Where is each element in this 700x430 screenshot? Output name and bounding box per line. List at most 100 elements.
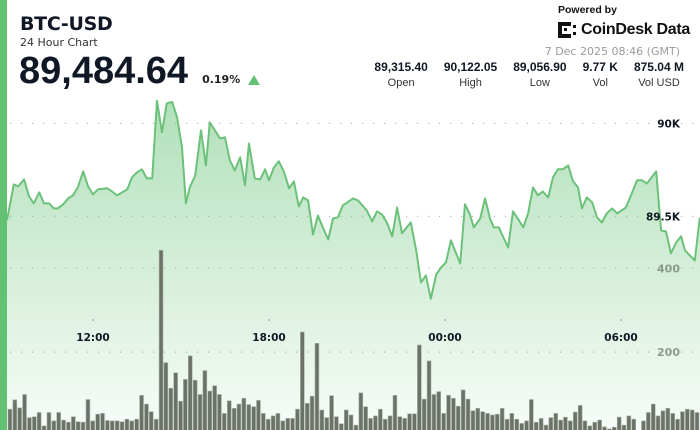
volume-bar	[602, 426, 607, 430]
volume-bar	[368, 418, 373, 430]
volume-bar	[655, 415, 661, 430]
stat-open: 89,315.40 Open	[374, 60, 427, 89]
coindesk-logo-icon	[558, 22, 576, 38]
stat-value: 875.04 M	[633, 60, 684, 74]
current-price: 89,484.64	[19, 50, 189, 92]
volume-bar	[85, 399, 91, 430]
volume-bar	[329, 395, 334, 430]
volume-bar	[261, 413, 266, 430]
volume-bar	[334, 416, 339, 430]
volume-bar	[475, 407, 480, 430]
volume-bar	[490, 414, 495, 430]
volume-bar	[149, 411, 154, 430]
volume-bar	[183, 379, 188, 430]
volume-bar	[236, 403, 242, 430]
powered-by-label: Powered by	[558, 4, 617, 16]
volume-bar	[309, 395, 315, 430]
volume-bar	[231, 407, 237, 430]
volume-bar	[222, 413, 227, 430]
volume-bar	[246, 404, 252, 430]
price-area-fill	[6, 100, 700, 430]
volume-bar	[572, 411, 578, 430]
volume-bar	[168, 387, 174, 430]
stat-label: High	[459, 77, 482, 89]
volume-bar	[295, 408, 300, 430]
volume-bar	[641, 420, 646, 430]
volume-bar	[90, 420, 96, 430]
accent-bar	[0, 0, 7, 430]
volume-bar	[290, 418, 295, 430]
volume-bar	[158, 250, 164, 430]
volume-bar	[529, 399, 534, 430]
volume-bar	[392, 394, 398, 430]
volume-bar	[134, 418, 139, 430]
volume-bar	[343, 409, 349, 430]
volume-bar	[597, 419, 602, 430]
stat-label: Low	[529, 77, 550, 89]
price-change: 0.19%	[202, 73, 241, 86]
volume-bar	[446, 394, 451, 430]
volume-bar	[197, 394, 203, 430]
volume-bar	[485, 413, 490, 430]
volume-bar	[646, 412, 651, 430]
up-arrow-icon	[248, 75, 261, 85]
volume-bar	[280, 420, 286, 430]
volume-bar	[324, 417, 329, 430]
volume-bar	[621, 424, 627, 430]
volume-bar	[66, 421, 71, 430]
stat-value: 89,315.40	[374, 60, 428, 74]
volume-bar	[100, 413, 105, 430]
volume-bar	[241, 397, 247, 430]
volume-bar	[451, 397, 456, 430]
volume-bar	[378, 408, 383, 430]
volume-bar	[17, 407, 22, 430]
volume-bar	[611, 426, 617, 430]
volume-bar	[373, 415, 378, 430]
volume-axis-label: 200	[657, 346, 680, 359]
time-axis-label: 18:00	[252, 332, 285, 344]
volume-bar	[56, 412, 61, 430]
volume-bar	[304, 402, 310, 430]
volume-bar	[417, 344, 422, 430]
stat-value: 90,122.05	[443, 60, 498, 74]
volume-bar	[265, 418, 271, 430]
volume-bar	[694, 412, 700, 430]
logo-text: CoinDesk Data	[581, 21, 691, 38]
volume-bar	[314, 342, 320, 430]
volume-bar	[212, 385, 217, 430]
volume-bar	[660, 410, 666, 430]
volume-bar	[139, 394, 144, 430]
volume-bar	[412, 413, 417, 430]
stat-vol-usd: 875.04 M Vol USD	[634, 60, 684, 89]
volume-bar	[592, 421, 597, 430]
volume-bar	[32, 416, 37, 430]
x-tick-mark	[620, 319, 622, 321]
volume-bar	[163, 362, 169, 430]
volume-bar	[533, 421, 539, 430]
volume-bar	[470, 410, 476, 430]
volume-bar	[426, 360, 432, 430]
volume-bar	[300, 331, 305, 430]
volume-bar	[119, 421, 125, 430]
volume-bar	[256, 400, 261, 430]
stat-label: Vol USD	[638, 77, 680, 89]
page-title: BTC-USD	[20, 13, 113, 35]
stats-row: 89,315.40 Open 90,122.05 High 89,056.90 Low…	[374, 60, 684, 89]
volume-bar	[339, 423, 344, 430]
timestamp: 7 Dec 2025 08:46 (GMT)	[544, 45, 680, 58]
volume-bar	[114, 420, 120, 430]
stat-value: 9.77 K	[582, 60, 618, 74]
volume-bar	[227, 400, 232, 430]
volume-bar	[480, 411, 485, 430]
volume-bar	[421, 398, 427, 430]
x-tick-mark	[444, 319, 446, 321]
volume-bar	[563, 416, 568, 430]
volume-bar	[217, 394, 222, 430]
volume-bar	[7, 408, 13, 430]
volume-bar	[202, 370, 208, 430]
time-axis-label: 12:00	[76, 332, 109, 344]
price-axis-label: 89.5K	[646, 211, 681, 223]
volume-bar	[607, 428, 612, 430]
volume-axis-label: 400	[657, 262, 680, 275]
